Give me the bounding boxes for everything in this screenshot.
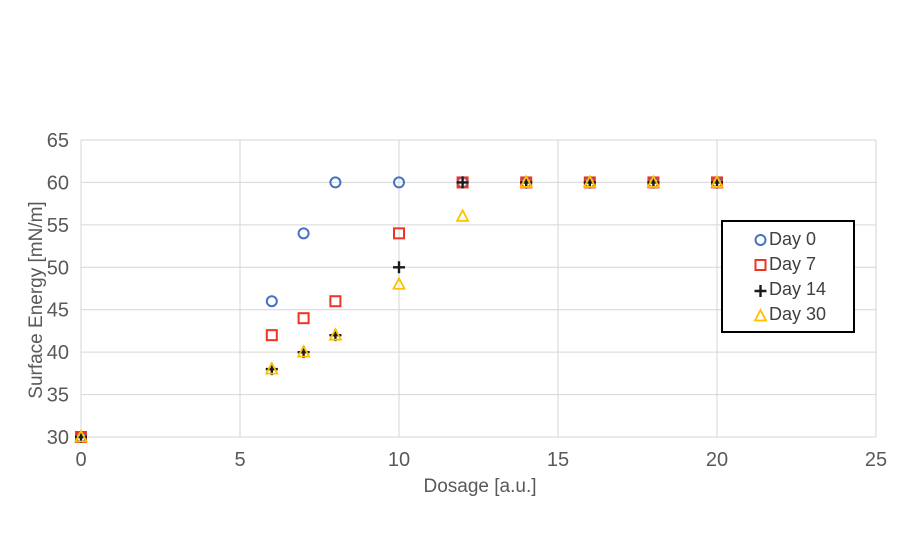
y-tick-label: 40 bbox=[47, 342, 69, 364]
legend-marker bbox=[753, 307, 768, 322]
y-tick-label: 55 bbox=[47, 215, 69, 237]
x-tick-label: 25 bbox=[865, 449, 887, 471]
day-7-square-marker-icon bbox=[753, 256, 768, 272]
data-point-day-30 bbox=[328, 327, 343, 341]
data-point-day-30 bbox=[74, 429, 88, 443]
data-point-day-30 bbox=[519, 174, 534, 188]
legend-label-day-14: Day 14 bbox=[769, 279, 827, 300]
day-14-plus-marker-icon bbox=[753, 282, 768, 297]
series-day-30 bbox=[74, 174, 724, 443]
data-point-day-30 bbox=[392, 276, 406, 290]
y-tick-label: 50 bbox=[47, 257, 69, 279]
x-tick-label: 5 bbox=[234, 449, 245, 471]
y-tick-label: 30 bbox=[47, 427, 69, 449]
x-tick-label: 15 bbox=[547, 449, 569, 471]
legend-label-day-30: Day 30 bbox=[769, 304, 827, 325]
data-point-day-30 bbox=[264, 361, 279, 375]
data-point-day-14 bbox=[393, 261, 405, 274]
data-point-day-7 bbox=[329, 295, 342, 308]
legend: Day 0 Day 7 Day 14 Day 30 bbox=[721, 220, 855, 333]
day-0-circle-marker-icon bbox=[753, 231, 768, 247]
legend-item-day-7: Day 7 bbox=[753, 254, 853, 274]
y-axis-title: Surface Energy [mN/m] bbox=[26, 201, 47, 399]
legend-label-day-7: Day 7 bbox=[769, 253, 817, 274]
data-point-day-7 bbox=[297, 312, 310, 325]
x-tick-label: 10 bbox=[388, 449, 410, 471]
data-point-day-30 bbox=[582, 174, 597, 188]
y-tick-label: 65 bbox=[47, 130, 69, 152]
day-30-triangle-marker-icon bbox=[753, 307, 768, 322]
legend-item-day-0: Day 0 bbox=[753, 229, 853, 249]
data-point-day-30 bbox=[296, 344, 311, 358]
data-point-day-7 bbox=[393, 227, 405, 240]
data-point-day-0 bbox=[265, 295, 278, 308]
data-point-day-30 bbox=[455, 208, 470, 222]
legend-marker bbox=[754, 284, 767, 297]
data-point-day-30 bbox=[710, 174, 724, 188]
legend-marker bbox=[754, 259, 767, 272]
data-point-day-14 bbox=[456, 176, 469, 189]
y-tick-label: 35 bbox=[47, 385, 69, 407]
x-tick-label: 0 bbox=[75, 449, 86, 471]
data-point-day-0 bbox=[393, 176, 405, 189]
legend-item-day-14: Day 14 bbox=[753, 279, 853, 299]
data-point-day-0 bbox=[329, 176, 342, 189]
legend-label-day-0: Day 0 bbox=[769, 228, 817, 249]
legend-item-day-30: Day 30 bbox=[753, 304, 853, 324]
x-tick-label: 20 bbox=[706, 449, 728, 471]
data-point-day-30 bbox=[646, 174, 661, 188]
data-point-day-0 bbox=[297, 227, 310, 240]
y-tick-label: 45 bbox=[47, 300, 69, 322]
x-axis-title: Dosage [a.u.] bbox=[423, 476, 537, 497]
y-tick-label: 60 bbox=[47, 172, 69, 194]
legend-marker bbox=[754, 234, 767, 247]
data-point-day-7 bbox=[265, 329, 278, 342]
